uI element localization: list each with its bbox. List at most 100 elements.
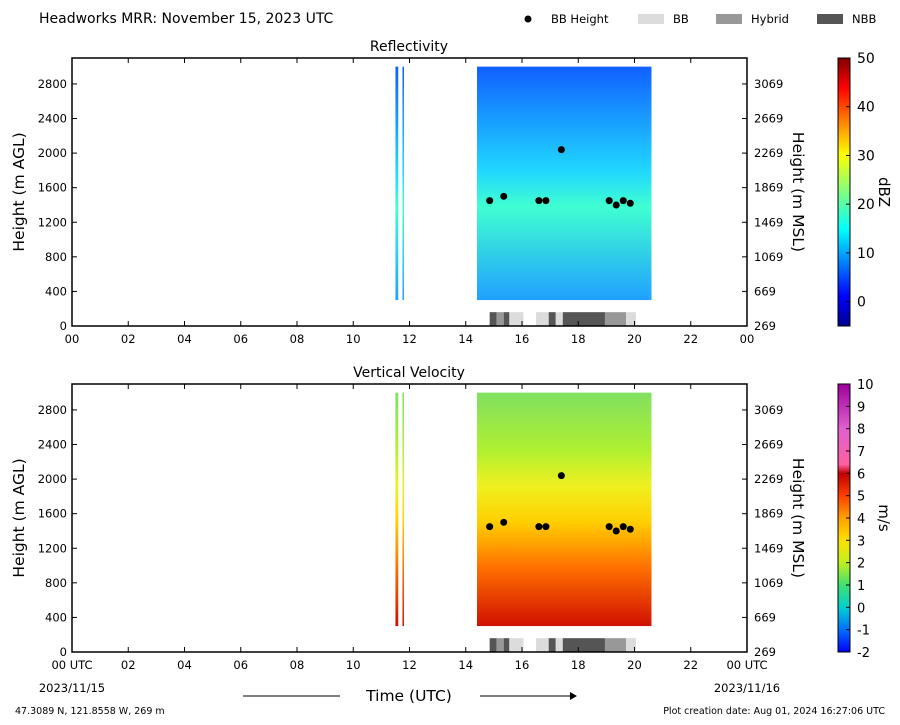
legend-bb-height-label: BB Height bbox=[551, 12, 609, 26]
reflectivity-y-tick-label: 0 bbox=[60, 319, 67, 333]
reflectivity-colorbar-tick-label: 30 bbox=[857, 148, 875, 164]
velocity-x-tick-label: 22 bbox=[683, 658, 698, 672]
velocity-colorbar-tick-label: 2 bbox=[857, 557, 865, 572]
reflectivity-y-ticks-right: 269 669 1069 1469 1869 2269 2669 3069 bbox=[742, 77, 783, 333]
velocity-colorbar-tick-label: 4 bbox=[857, 512, 865, 527]
xlabel-arrow-head-icon bbox=[570, 692, 577, 700]
location-text: 47.3089 N, 121.8558 W, 269 m bbox=[15, 706, 165, 717]
velocity-colorbar-tick-label: -1 bbox=[857, 624, 870, 639]
velocity-y2-tick-label: 3069 bbox=[754, 403, 783, 417]
velocity-colorbar-tick-label: 0 bbox=[857, 601, 865, 616]
legend-bb-label: BB bbox=[673, 12, 689, 26]
velocity-bb-type-segment bbox=[503, 638, 510, 652]
figure-legend: BB Height BB Hybrid NBB bbox=[524, 12, 876, 26]
reflectivity-bb-type-segment bbox=[536, 312, 549, 326]
reflectivity-colorbar bbox=[837, 57, 851, 327]
reflectivity-bb-type-segment bbox=[604, 312, 627, 326]
reflectivity-colorbar-tick-label: 10 bbox=[857, 246, 875, 262]
velocity-echo-field bbox=[395, 392, 652, 652]
reflectivity-bb-height-point bbox=[605, 197, 613, 205]
reflectivity-x-tick-label: 00 bbox=[740, 332, 755, 346]
velocity-y-ticks-left: 0 400 800 1200 1600 2000 2400 2800 bbox=[38, 403, 77, 659]
reflectivity-bb-type-segment bbox=[548, 312, 556, 326]
velocity-y-tick-label: 2400 bbox=[38, 438, 67, 452]
reflectivity-y2-tick-label: 269 bbox=[754, 319, 776, 333]
velocity-colorbar-tick-label: 8 bbox=[857, 423, 865, 438]
velocity-bb-type-segment bbox=[548, 638, 556, 652]
velocity-y-tick-label: 0 bbox=[60, 645, 67, 659]
velocity-colorbar-tick-label: 3 bbox=[857, 534, 865, 549]
velocity-colorbar-tick-label: 6 bbox=[857, 467, 865, 482]
velocity-echo-block bbox=[402, 392, 404, 627]
reflectivity-colorbar-tick-label: 50 bbox=[857, 51, 875, 67]
reflectivity-colorbar-label: dBZ bbox=[875, 177, 893, 207]
velocity-y2-tick-label: 1469 bbox=[754, 541, 783, 555]
reflectivity-x-tick-label: 06 bbox=[233, 332, 248, 346]
reflectivity-echo-block bbox=[402, 66, 404, 301]
reflectivity-y-tick-label: 800 bbox=[45, 250, 67, 264]
reflectivity-x-tick-label: 08 bbox=[290, 332, 305, 346]
legend-bb-swatch bbox=[638, 14, 664, 24]
velocity-y-tick-label: 800 bbox=[45, 576, 67, 590]
velocity-bb-height-point bbox=[557, 472, 565, 480]
velocity-bb-type-segment bbox=[496, 638, 504, 652]
velocity-panel: Vertical Velocity 0400800120016002000240… bbox=[10, 365, 893, 672]
x-axis-label: Time (UTC) bbox=[365, 687, 452, 705]
velocity-bb-type-segment bbox=[604, 638, 627, 652]
reflectivity-x-tick-label: 10 bbox=[346, 332, 361, 346]
velocity-y-ticks-right: 269 669 1069 1469 1869 2269 2669 3069 bbox=[742, 403, 783, 659]
reflectivity-bb-height-point bbox=[557, 146, 565, 154]
reflectivity-y2-tick-label: 2269 bbox=[754, 146, 783, 160]
creation-date-text: Plot creation date: Aug 01, 2024 16:27:0… bbox=[663, 706, 885, 717]
reflectivity-y-tick-label: 2000 bbox=[38, 146, 67, 160]
legend-hybrid-label: Hybrid bbox=[751, 12, 789, 26]
velocity-y2-tick-label: 2269 bbox=[754, 472, 783, 486]
velocity-x-ticks: 00 UTC 02 04 06 08 10 12 14 16 18 20 22 00 UTC bbox=[51, 384, 768, 672]
velocity-y-tick-label: 2000 bbox=[38, 472, 67, 486]
reflectivity-echo-field bbox=[395, 66, 652, 326]
reflectivity-bb-type-segment bbox=[555, 312, 563, 326]
reflectivity-x-tick-label: 22 bbox=[683, 332, 698, 346]
reflectivity-y2-tick-label: 2669 bbox=[754, 112, 783, 126]
reflectivity-bb-type-segment bbox=[562, 312, 605, 326]
reflectivity-bb-type-segment bbox=[626, 312, 636, 326]
reflectivity-y2-tick-label: 1869 bbox=[754, 181, 783, 195]
velocity-bb-type-segment bbox=[562, 638, 605, 652]
velocity-bb-type-segment bbox=[509, 638, 524, 652]
velocity-colorbar-tick-label: 9 bbox=[857, 400, 865, 415]
velocity-bb-type-segment bbox=[536, 638, 549, 652]
reflectivity-title: Reflectivity bbox=[370, 39, 448, 55]
velocity-bb-type-segment bbox=[555, 638, 563, 652]
reflectivity-x-tick-label: 16 bbox=[515, 332, 530, 346]
velocity-x-tick-label: 08 bbox=[290, 658, 305, 672]
reflectivity-y2-tick-label: 669 bbox=[754, 284, 776, 298]
velocity-bb-height-point bbox=[619, 523, 627, 531]
reflectivity-y2-tick-label: 1069 bbox=[754, 250, 783, 264]
velocity-colorbar-tick-label: -2 bbox=[857, 646, 870, 661]
reflectivity-x-tick-label: 02 bbox=[121, 332, 136, 346]
velocity-y2-tick-label: 2669 bbox=[754, 438, 783, 452]
velocity-title: Vertical Velocity bbox=[353, 365, 465, 381]
velocity-colorbar-tick-label: 5 bbox=[857, 490, 865, 505]
velocity-echo-block bbox=[649, 392, 652, 627]
velocity-y-tick-label: 2800 bbox=[38, 403, 67, 417]
reflectivity-panel: Reflectivity 040080012001600200024002800… bbox=[10, 39, 893, 346]
velocity-y-tick-label: 1200 bbox=[38, 541, 67, 555]
figure-title: Headworks MRR: November 15, 2023 UTC bbox=[39, 11, 334, 27]
reflectivity-y-tick-label: 1600 bbox=[38, 181, 67, 195]
velocity-bb-type-segment bbox=[626, 638, 636, 652]
date-start-label: 2023/11/15 bbox=[39, 681, 105, 695]
reflectivity-echo-block bbox=[395, 66, 399, 301]
reflectivity-colorbar-tick-label: 20 bbox=[857, 197, 875, 213]
reflectivity-echo-block bbox=[477, 66, 650, 301]
velocity-x-tick-label: 16 bbox=[515, 658, 530, 672]
velocity-x-tick-label: 00 UTC bbox=[726, 658, 767, 672]
reflectivity-y-ticks-left: 0 400 800 1200 1600 2000 2400 2800 bbox=[38, 77, 77, 333]
velocity-y-tick-label: 400 bbox=[45, 610, 67, 624]
velocity-y2-tick-label: 269 bbox=[754, 645, 776, 659]
reflectivity-x-ticks: 00 02 04 06 08 10 12 14 16 18 20 22 00 bbox=[65, 58, 755, 346]
reflectivity-colorbar-tick-label: 0 bbox=[857, 295, 866, 311]
legend-bb-height-marker bbox=[524, 15, 532, 23]
velocity-y-tick-label: 1600 bbox=[38, 507, 67, 521]
